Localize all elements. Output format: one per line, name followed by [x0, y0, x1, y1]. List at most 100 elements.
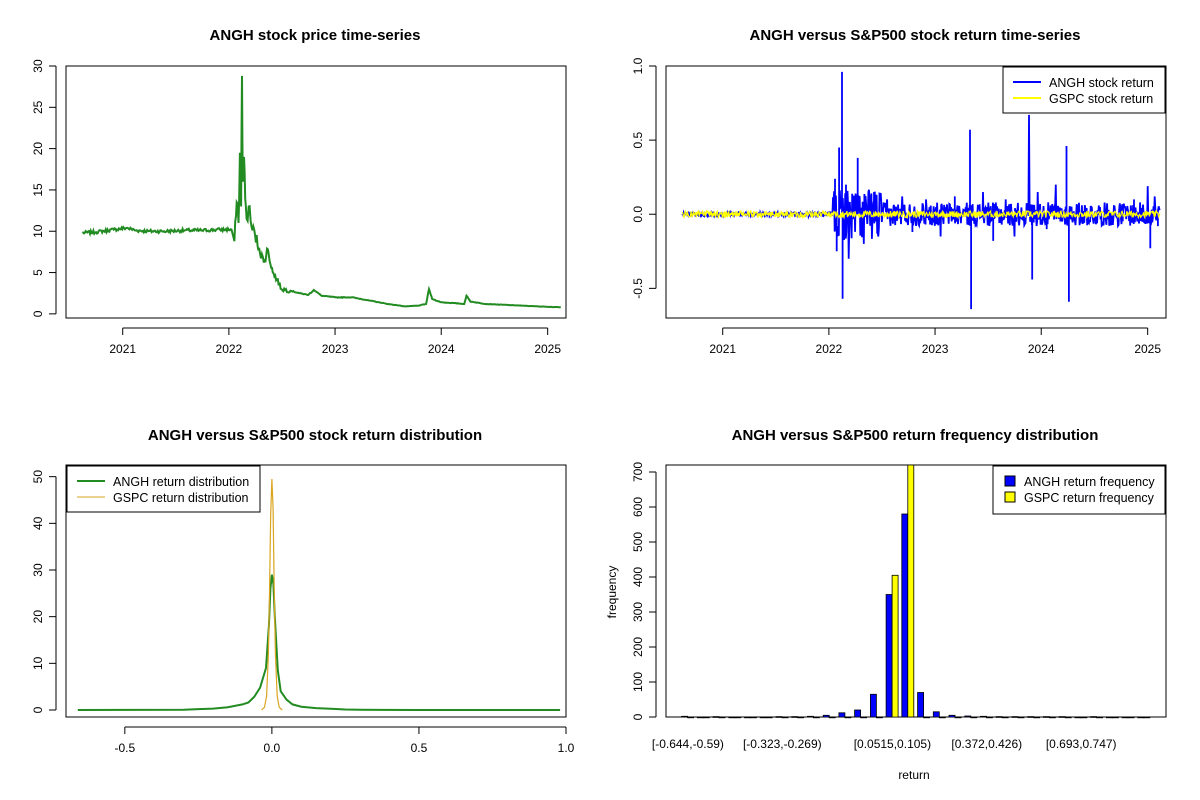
- x-axis: 2021 2022 2023 2024 2025: [109, 327, 561, 356]
- price-line: [81, 75, 561, 309]
- angh-bar: [1058, 716, 1066, 718]
- gspc-bar: [687, 716, 694, 719]
- chart-title: ANGH stock price time-series: [210, 27, 421, 44]
- x-tick-label: [-0.323,-0.269): [743, 737, 822, 751]
- gspc-return-line: [681, 208, 1161, 220]
- angh-bar: [759, 716, 767, 719]
- gspc-bar: [1049, 716, 1056, 719]
- y-tick-label: 700: [631, 462, 645, 482]
- legend-label-gspc: GSPC return distribution: [113, 491, 249, 505]
- y-tick-label: 50: [31, 470, 45, 484]
- y-tick-label: 0: [31, 706, 45, 713]
- angh-bar: [1106, 716, 1113, 719]
- gspc-bar: [1064, 716, 1072, 719]
- gspc-bar: [970, 716, 978, 719]
- x-tick-label: 0.0: [264, 741, 281, 755]
- angh-bar: [744, 716, 751, 719]
- y-axis: 0 100 200 300 400 500 600 700: [631, 462, 657, 720]
- gspc-bar: [750, 716, 757, 719]
- angh-bar: [791, 716, 799, 718]
- gspc-bar: [954, 716, 962, 719]
- x-tick-label: 2023: [322, 342, 349, 356]
- gspc-bar: [876, 716, 883, 719]
- legend-swatch-gspc: [1004, 491, 1016, 503]
- y-tick-label: 0: [31, 310, 45, 317]
- gspc-bar: [938, 716, 946, 719]
- plot-frame: [65, 464, 567, 718]
- y-tick-label: 30: [31, 59, 45, 73]
- angh-bar: [807, 715, 814, 718]
- x-tick-label: 0.5: [411, 741, 428, 755]
- y-tick-label: 40: [31, 516, 45, 530]
- angh-bar: [995, 716, 1003, 718]
- x-axis: 2021 2022 2023 2024 2025: [709, 327, 1161, 356]
- angh-bar: [948, 714, 956, 718]
- gspc-bar: [1080, 716, 1088, 719]
- gspc-bar: [781, 716, 789, 719]
- angh-bar: [681, 715, 688, 718]
- x-tick-label: 2023: [922, 342, 949, 356]
- gspc-bar: [702, 716, 710, 719]
- gspc-bar: [718, 716, 726, 719]
- legend-label-angh: ANGH stock return: [1049, 76, 1154, 90]
- y-tick-label: 10: [31, 224, 45, 238]
- gspc-bar: [797, 716, 805, 719]
- plot-frame: [665, 65, 1167, 319]
- y-axis: 0 10 20 30 40 50: [31, 470, 57, 713]
- gspc-density-line: [261, 478, 283, 711]
- y-tick-label: 30: [31, 563, 45, 577]
- gspc-bar: [1033, 716, 1041, 719]
- angh-bar: [712, 716, 720, 718]
- gspc-bar: [891, 574, 899, 718]
- plot-area: [681, 464, 1151, 719]
- panel-return-timeseries: ANGH versus S&P500 stock return time-ser…: [631, 27, 1167, 356]
- legend-box: [992, 465, 1166, 515]
- gspc-bar: [1017, 716, 1025, 719]
- panel-return-distribution: ANGH versus S&P500 stock return distribu…: [31, 427, 574, 755]
- y-tick-label: 1.0: [631, 57, 645, 74]
- angh-bar: [885, 594, 893, 718]
- chart-title: ANGH versus S&P500 stock return distribu…: [148, 427, 482, 444]
- plot-area: [681, 71, 1161, 310]
- angh-bar: [870, 693, 877, 718]
- x-tick-label: 2021: [109, 342, 136, 356]
- gspc-bar: [1127, 716, 1135, 719]
- gspc-bar: [844, 716, 852, 719]
- angh-bar: [932, 711, 940, 718]
- x-tick-label: 2022: [216, 342, 243, 356]
- y-axis: -0.5 0.0 0.5 1.0: [631, 57, 657, 299]
- x-tick-label: 2021: [709, 342, 736, 356]
- plot-frame: [665, 464, 1167, 718]
- angh-bar: [1043, 716, 1050, 718]
- angh-bar: [1027, 716, 1035, 718]
- gspc-bar: [986, 716, 993, 719]
- y-tick-label: 500: [631, 532, 645, 552]
- x-tick-label: 2025: [534, 342, 561, 356]
- gspc-bar: [813, 716, 820, 719]
- plot-area: [77, 478, 561, 711]
- y-tick-label: 0.5: [631, 131, 645, 148]
- y-tick-label: 20: [31, 142, 45, 156]
- legend-label-angh: ANGH return distribution: [113, 475, 249, 489]
- gspc-bar: [1112, 716, 1119, 719]
- x-axis-title: return: [898, 768, 929, 782]
- gspc-bar: [765, 716, 773, 719]
- y-tick-label: 200: [631, 637, 645, 657]
- gspc-bar: [828, 716, 836, 719]
- gspc-bar: [907, 464, 915, 718]
- panel-frequency-histogram: ANGH versus S&P500 return frequency dist…: [605, 427, 1167, 782]
- legend: ANGH return distribution GSPC return dis…: [66, 465, 261, 513]
- angh-bar: [1074, 716, 1082, 719]
- y-tick-label: 300: [631, 602, 645, 622]
- legend: ANGH stock return GSPC stock return: [1002, 66, 1166, 114]
- angh-bar: [838, 712, 846, 718]
- angh-bar: [775, 716, 783, 718]
- gspc-bar: [923, 716, 930, 719]
- x-axis: -0.5 0.0 0.5 1.0: [114, 726, 575, 755]
- gspc-bar: [860, 716, 867, 719]
- angh-bar: [696, 716, 704, 719]
- angh-bar: [1121, 716, 1129, 719]
- y-tick-label: 25: [31, 100, 45, 114]
- angh-bar: [980, 715, 987, 718]
